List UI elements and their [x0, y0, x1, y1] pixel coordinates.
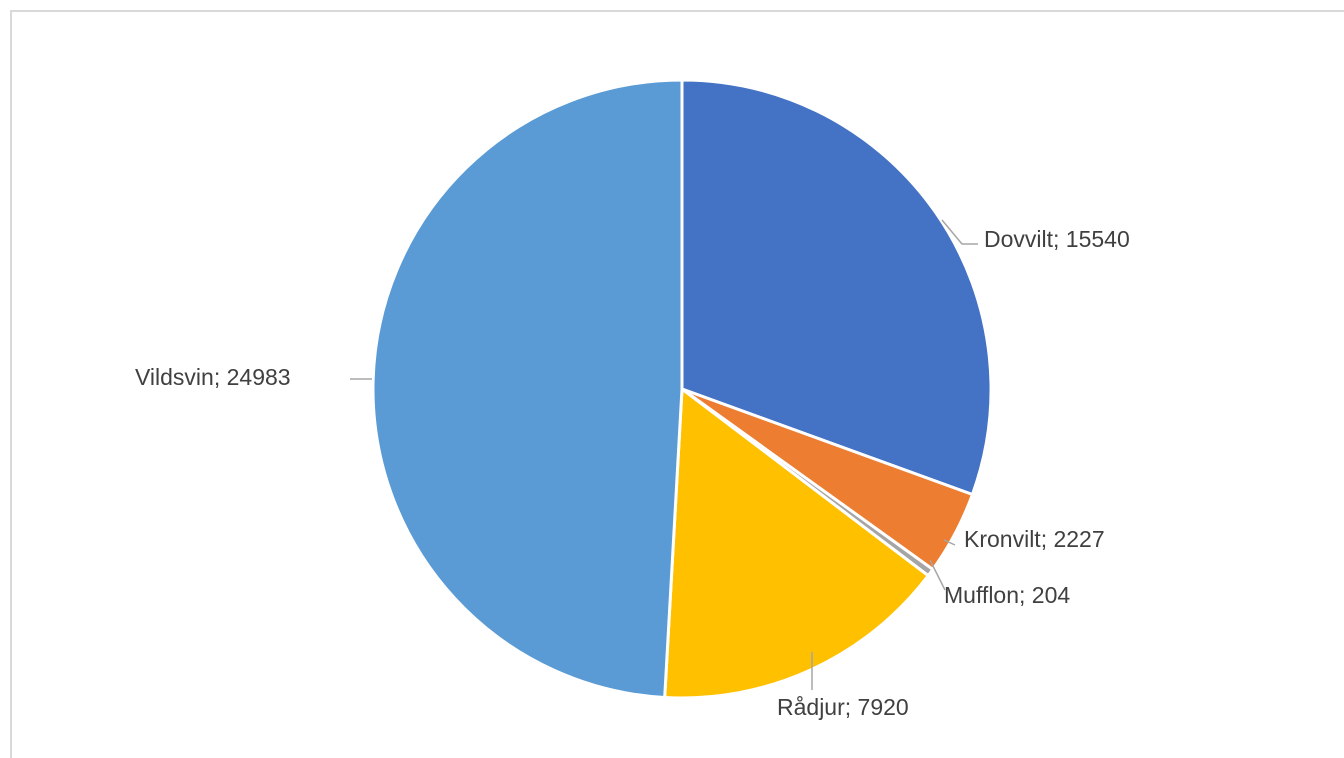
- leader-line-dovvilt: [941, 219, 978, 245]
- pie-slices: [371, 78, 993, 700]
- data-label-kronvilt: Kronvilt; 2227: [964, 526, 1105, 552]
- pie-slice-vildsvin: [371, 78, 684, 700]
- data-label-dovvilt: Dovvilt; 15540: [984, 226, 1130, 252]
- data-label-rådjur: Rådjur; 7920: [777, 694, 909, 720]
- leader-line-mufflon: [929, 559, 946, 591]
- data-label-vildsvin: Vildsvin; 24983: [135, 364, 291, 390]
- data-labels: Dovvilt; 15540 Kronvilt; 2227 Mufflon; 204…: [135, 219, 1130, 720]
- leader-line-kronvilt: [943, 539, 956, 546]
- data-label-mufflon: Mufflon; 204: [944, 582, 1070, 608]
- pie-slice-dovvilt: [680, 78, 993, 497]
